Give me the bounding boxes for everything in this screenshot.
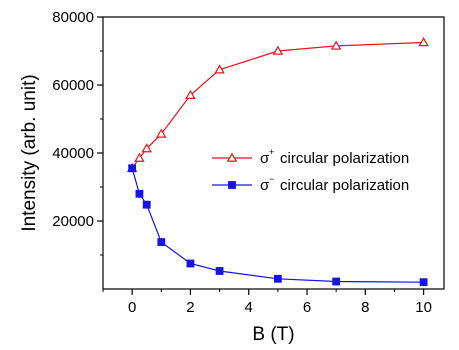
data-point (135, 189, 144, 198)
y-tick-label: 40000 (52, 145, 94, 162)
axis-ticks: 0 2 4 6 8 10 20000 40000 60000 80000 (52, 9, 432, 316)
series-layer (126, 37, 429, 287)
x-tick-label: 8 (361, 299, 369, 316)
legend-entry: σ + circular polarization (212, 147, 409, 167)
data-point (141, 143, 152, 153)
legend-symbol: σ (260, 177, 270, 194)
legend-marker (226, 152, 238, 162)
legend-label: circular polarization (280, 177, 409, 194)
data-point (273, 274, 282, 283)
x-tick-label: 2 (186, 299, 194, 316)
data-point (185, 89, 196, 99)
x-tick-label: 6 (303, 299, 311, 316)
data-point (419, 278, 428, 287)
x-axis-title: B (T) (252, 324, 294, 345)
legend-marker (228, 181, 236, 189)
series-1 (128, 164, 428, 287)
x-tick-label: 0 (128, 299, 136, 316)
data-point (214, 64, 225, 74)
data-point (128, 164, 137, 173)
legend-superscript: + (269, 147, 274, 157)
data-point (272, 45, 284, 55)
x-tick-label: 4 (245, 299, 253, 316)
data-point (142, 200, 151, 209)
x-tick-label: 10 (415, 299, 432, 316)
data-point (330, 40, 342, 50)
data-point (156, 128, 167, 138)
data-point (134, 152, 145, 162)
legend-symbol: σ (260, 150, 270, 167)
y-tick-label: 60000 (52, 77, 94, 94)
data-point (418, 37, 429, 47)
data-point (215, 267, 224, 275)
legend-superscript: − (269, 174, 274, 184)
legend-entry: σ − circular polarization (212, 174, 409, 194)
legend-label: circular polarization (280, 150, 409, 167)
data-point (186, 259, 195, 268)
y-axis-title: Intensity (arb. unit) (19, 74, 40, 231)
data-point (157, 238, 166, 246)
series-0 (126, 37, 429, 173)
data-point (332, 277, 341, 286)
y-tick-label: 20000 (52, 213, 94, 230)
y-tick-label: 80000 (52, 9, 94, 26)
